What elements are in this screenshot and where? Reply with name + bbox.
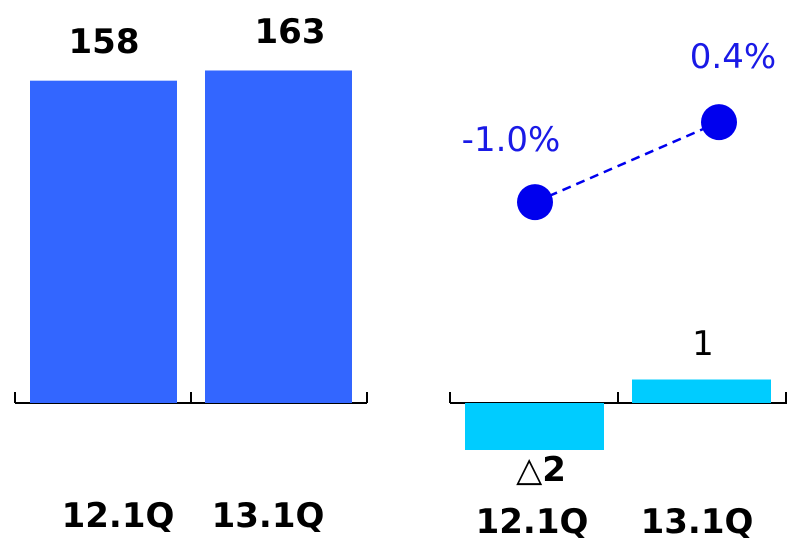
right-category-label-1: 13.1Q bbox=[640, 502, 754, 542]
left-category-label-1: 13.1Q bbox=[211, 496, 325, 536]
left-bar-1 bbox=[205, 70, 352, 403]
change-bar-chart bbox=[449, 379, 787, 450]
right-bar-1 bbox=[632, 379, 771, 403]
right-bar-0 bbox=[465, 403, 604, 450]
left-bar-chart bbox=[14, 70, 368, 404]
growth-point-1 bbox=[701, 104, 737, 141]
line-value-label-1: 0.4% bbox=[689, 37, 777, 77]
growth-point-0 bbox=[517, 184, 553, 221]
growth-line-chart bbox=[517, 104, 737, 221]
growth-line bbox=[534, 120, 720, 204]
right-bar-value-label-0: △2 bbox=[516, 450, 566, 490]
left-bar-value-label-1: 163 bbox=[254, 12, 326, 52]
line-value-label-0: -1.0% bbox=[461, 120, 561, 160]
right-category-label-0: 12.1Q bbox=[475, 502, 589, 542]
left-category-label-0: 12.1Q bbox=[61, 496, 175, 536]
right-bar-value-label-1: 1 bbox=[692, 324, 714, 364]
left-bar-value-label-0: 158 bbox=[68, 22, 140, 62]
left-bar-0 bbox=[30, 80, 177, 404]
